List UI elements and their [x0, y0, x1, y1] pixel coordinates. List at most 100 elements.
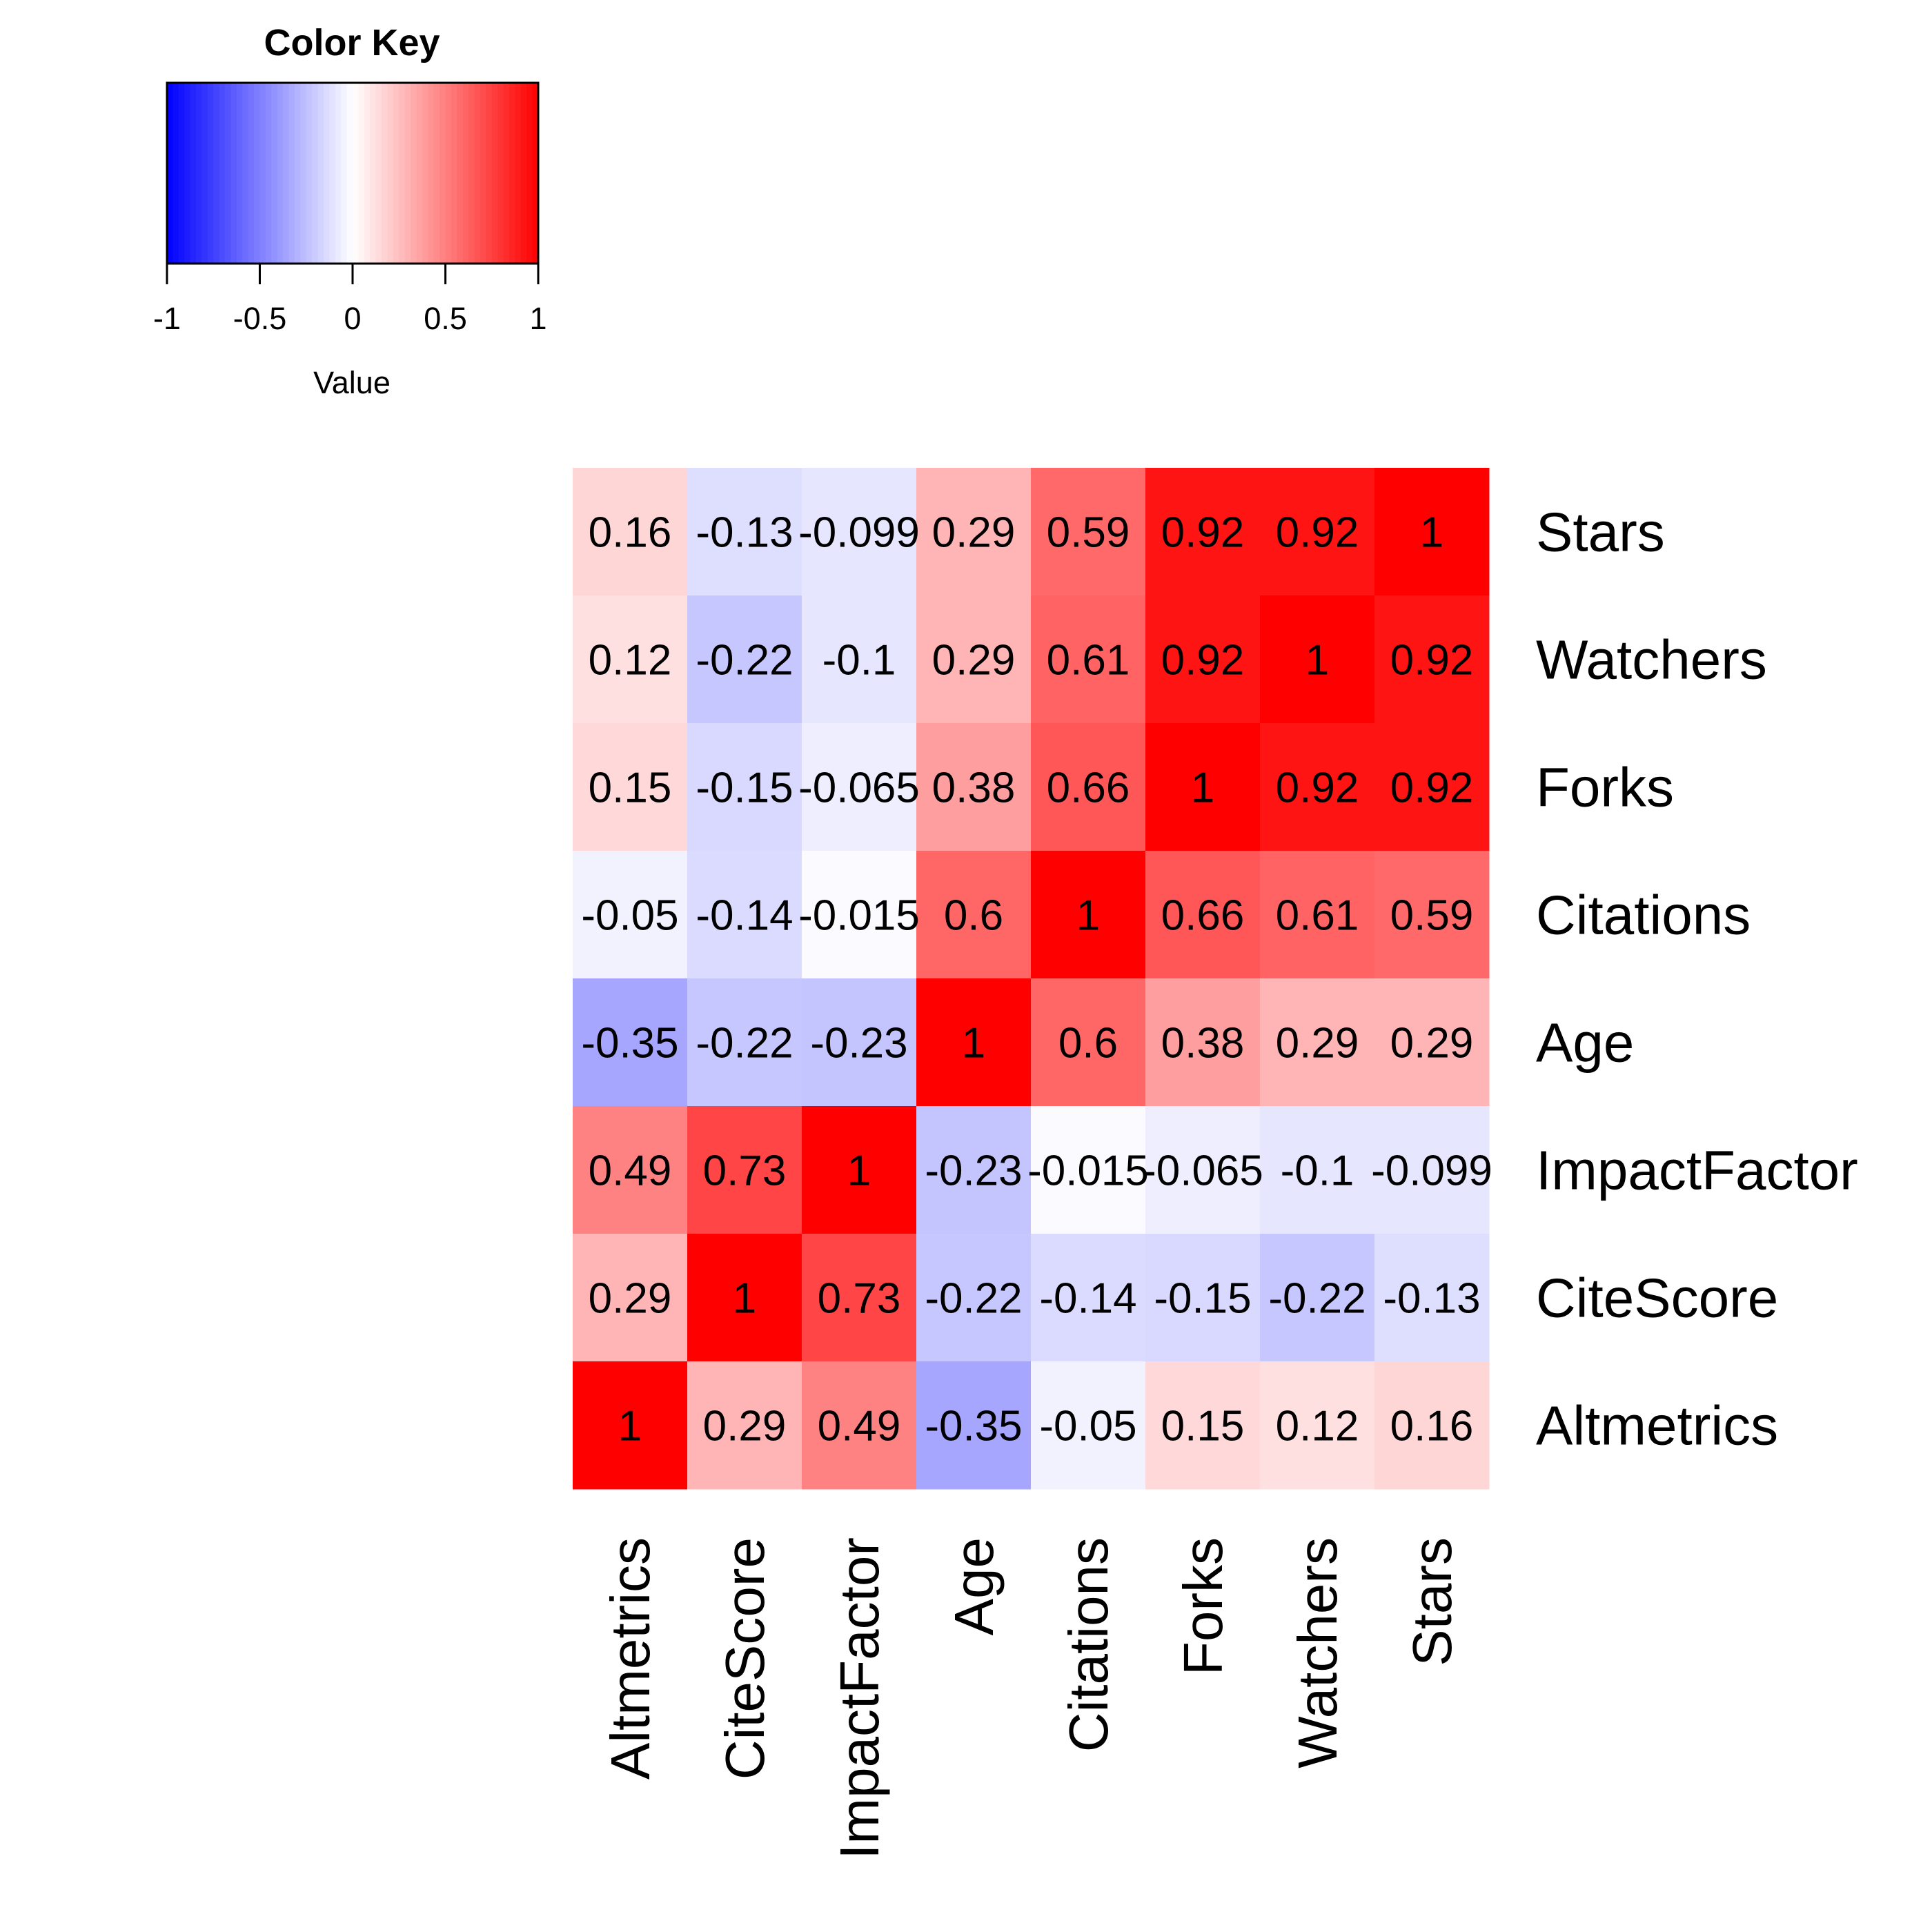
heatmap-cell [916, 978, 1032, 1107]
cell-value-label: -0.13 [696, 509, 793, 557]
color-key-band [201, 83, 208, 264]
color-key-band [404, 83, 411, 264]
heatmap-cell [1260, 851, 1375, 979]
cell-value-label: -0.23 [925, 1147, 1022, 1195]
cell-value-label: -0.05 [581, 892, 678, 940]
cell-value-label: 0.38 [932, 765, 1016, 812]
color-key-band [242, 83, 249, 264]
color-key-band [213, 83, 220, 264]
heatmap-cell [573, 468, 688, 596]
color-key-band [300, 83, 307, 264]
heatmap-cell [573, 723, 688, 851]
cell-value-label: 0.15 [1161, 1403, 1245, 1450]
heatmap-cell [1145, 1106, 1261, 1234]
color-key: Color Key -1 -0.5 0 0.5 1 Value [153, 22, 547, 400]
row-label: Watchers [1536, 629, 1767, 691]
cell-value-label: -0.1 [822, 637, 896, 684]
cell-value-label: -0.099 [798, 509, 920, 557]
color-key-band [451, 83, 457, 264]
heatmap-cell [1145, 851, 1261, 979]
color-key-tick-label: 0.5 [424, 301, 467, 336]
cell-value-label: -0.065 [1142, 1147, 1263, 1195]
color-key-band [411, 83, 417, 264]
cell-value-label: -0.13 [1383, 1275, 1480, 1323]
column-label: Watchers [1287, 1537, 1348, 1768]
heatmap-cell [916, 468, 1032, 596]
color-key-gradient [167, 83, 539, 264]
heatmap-cell [573, 595, 688, 724]
cell-value-label: 1 [1191, 765, 1214, 812]
color-key-tick-label: 0 [344, 301, 361, 336]
cell-value-label: -0.15 [696, 765, 793, 812]
heatmap-cell [916, 1106, 1032, 1234]
color-key-band [207, 83, 214, 264]
heatmap-cell [687, 851, 802, 979]
heatmap-cell [916, 723, 1032, 851]
color-key-band [254, 83, 261, 264]
cell-value-label: 1 [733, 1275, 756, 1323]
color-key-band [288, 83, 295, 264]
color-key-band [399, 83, 406, 264]
cell-value-label: 0.92 [1161, 637, 1245, 684]
color-key-title: Color Key [264, 22, 440, 63]
cell-value-label: 0.92 [1390, 765, 1474, 812]
cell-value-label: 0.59 [1047, 509, 1130, 557]
color-key-band [323, 83, 330, 264]
heatmap-cell [1374, 851, 1490, 979]
color-key-band [265, 83, 272, 264]
heatmap-cell [1145, 978, 1261, 1107]
cell-value-label: -0.015 [798, 892, 920, 940]
cell-value-label: -0.099 [1371, 1147, 1492, 1195]
color-key-band [387, 83, 394, 264]
heatmap-cell [916, 595, 1032, 724]
heatmap-cell [1374, 1234, 1490, 1362]
cell-value-label: 1 [1305, 637, 1329, 684]
cell-value-label: 0.66 [1047, 765, 1130, 812]
column-label: ImpactFactor [829, 1537, 890, 1860]
heatmap-grid: 0.16 -0.13 -0.099 0.29 0.59 0.92 0.92 10.12 -0.2… [573, 468, 1492, 1490]
cell-value-label: 0.29 [703, 1403, 787, 1450]
heatmap-cell [1374, 978, 1490, 1107]
color-key-band [532, 83, 539, 264]
color-key-band [491, 83, 498, 264]
color-key-band [219, 83, 226, 264]
heatmap-cell [1374, 468, 1490, 596]
color-key-band [341, 83, 348, 264]
heatmap-cell [1260, 723, 1375, 851]
color-key-band [370, 83, 377, 264]
cell-value-label: 0.12 [589, 637, 672, 684]
cell-value-label: 0.92 [1390, 637, 1474, 684]
column-label: Citations [1058, 1537, 1119, 1752]
cell-value-label: 1 [1420, 509, 1443, 557]
heatmap-cell [1031, 1361, 1146, 1490]
color-key-band [515, 83, 522, 264]
color-key-band [178, 83, 185, 264]
cell-value-label: 0.16 [589, 509, 672, 557]
cell-value-label: 0.16 [1390, 1403, 1474, 1450]
heatmap-cell [1260, 468, 1375, 596]
heatmap-cell [1260, 1106, 1375, 1234]
cell-value-label: 0.6 [1058, 1020, 1118, 1067]
heatmap-cell [1145, 595, 1261, 724]
cell-value-label: 1 [618, 1403, 642, 1450]
color-key-band [440, 83, 446, 264]
heatmap-cell [802, 851, 917, 979]
row-label: CiteScore [1536, 1268, 1778, 1329]
heatmap-cell [1260, 1234, 1375, 1362]
color-key-band [480, 83, 486, 264]
color-key-band [329, 83, 336, 264]
heatmap-cell [1031, 851, 1146, 979]
color-key-band [462, 83, 469, 264]
cell-value-label: 0.92 [1161, 509, 1245, 557]
color-key-band [317, 83, 324, 264]
cell-value-label: 0.92 [1276, 765, 1359, 812]
heatmap-cell [1374, 723, 1490, 851]
row-label: Stars [1536, 502, 1665, 563]
heatmap-cell [802, 468, 917, 596]
heatmap-cell [1374, 1361, 1490, 1490]
cell-value-label: -0.015 [1027, 1147, 1149, 1195]
cell-value-label: 0.15 [589, 765, 672, 812]
heatmap-cell [916, 1234, 1032, 1362]
heatmap-cell [1145, 1234, 1261, 1362]
cell-value-label: -0.14 [1039, 1275, 1136, 1323]
